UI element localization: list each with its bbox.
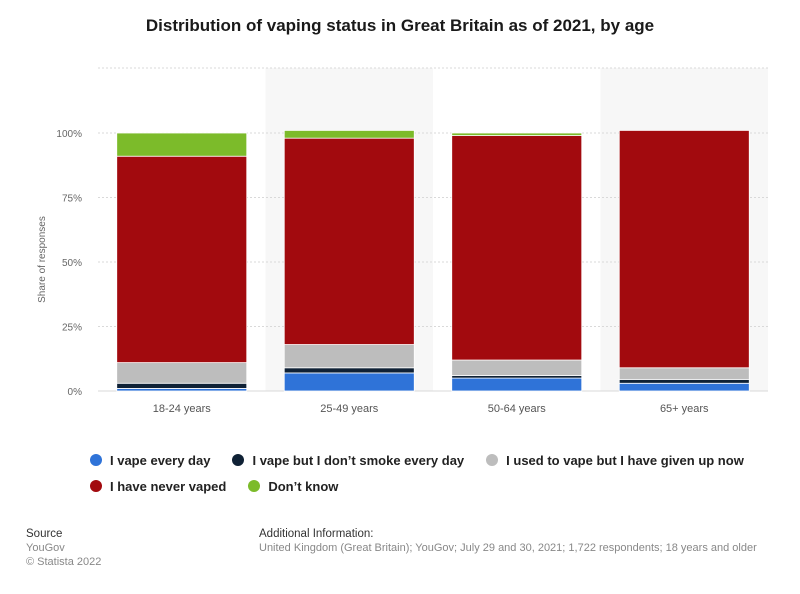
y-tick-label: 25% xyxy=(62,323,82,334)
x-tick-label: 25-49 years xyxy=(320,403,379,415)
y-tick-label: 0% xyxy=(68,387,83,398)
legend-label: I used to vape but I have given up now xyxy=(506,452,744,468)
y-tick-label: 100% xyxy=(56,129,82,140)
bar-segment xyxy=(618,130,750,369)
bar-segment xyxy=(618,378,750,384)
legend-item[interactable]: I vape every day xyxy=(90,452,210,468)
chart-title: Distribution of vaping status in Great B… xyxy=(145,16,655,35)
bar-segment xyxy=(451,132,583,136)
bar-segment xyxy=(116,362,248,384)
source-line-2: © Statista 2022 xyxy=(26,556,102,568)
bar-segment xyxy=(618,382,750,392)
bar-segment xyxy=(451,135,583,361)
bar-segment xyxy=(451,359,583,376)
x-tick-label: 50-64 years xyxy=(488,403,547,415)
bar-segment xyxy=(283,367,415,374)
bar-segment xyxy=(283,130,415,139)
legend-marker xyxy=(90,454,102,466)
bar-segment xyxy=(618,367,750,380)
legend-marker xyxy=(90,480,102,492)
x-tick-label: 65+ years xyxy=(660,403,709,415)
legend-label: I vape but I don’t smoke every day xyxy=(252,452,465,468)
source-line-1: YouGov xyxy=(26,542,65,554)
legend-item[interactable]: I have never vaped xyxy=(90,478,226,494)
legend-marker xyxy=(248,480,261,492)
legend-label: I vape every day xyxy=(110,452,211,468)
bar-segment xyxy=(283,137,415,345)
legend-item[interactable]: I used to vape but I have given up now xyxy=(486,452,744,468)
additional-info-heading: Additional Information: xyxy=(259,528,374,540)
bar-segment xyxy=(451,377,583,392)
source-heading: Source xyxy=(26,528,63,540)
x-tick-label: 18-24 years xyxy=(153,403,212,415)
bar-segment xyxy=(116,132,248,157)
legend-marker xyxy=(232,454,245,466)
source-block: Source YouGov © Statista 2022 xyxy=(26,527,101,569)
y-tick-label: 75% xyxy=(62,194,82,205)
legend-item[interactable]: I vape but I don’t smoke every day xyxy=(232,452,464,468)
legend-label: I have never vaped xyxy=(110,478,227,494)
y-tick-label: 50% xyxy=(62,258,82,269)
legend-marker xyxy=(486,454,499,466)
legend-label: Don’t know xyxy=(268,478,339,494)
bar-segment xyxy=(283,344,415,369)
y-axis-label: Share of responses xyxy=(37,216,48,303)
bar-segment xyxy=(116,155,248,364)
bar-segment xyxy=(116,382,248,389)
additional-info-text: United Kingdom (Great Britain); YouGov; … xyxy=(259,542,757,554)
legend-item[interactable]: Don’t know xyxy=(248,478,338,494)
additional-info-block: Additional Information: United Kingdom (… xyxy=(259,527,757,555)
chart-legend: I vape every day I vape but I don’t smoke… xyxy=(90,452,770,494)
bar-segment xyxy=(283,372,415,392)
